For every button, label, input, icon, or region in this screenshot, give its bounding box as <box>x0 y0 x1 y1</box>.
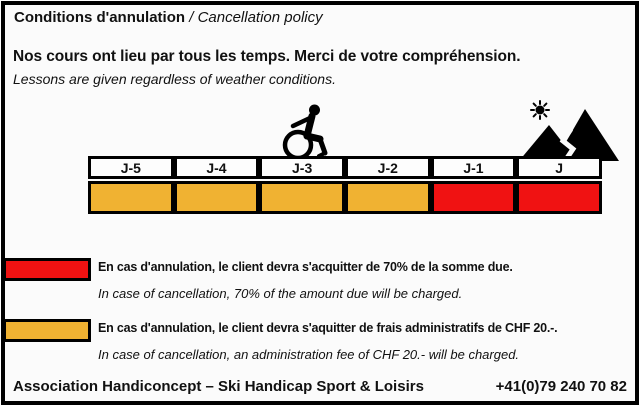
legend-red-text-english: In case of cancellation, 70% of the amou… <box>98 286 463 301</box>
footer-phone: +41(0)79 240 70 82 <box>495 378 627 395</box>
cancellation-timeline-table: J-5 J-4 J-3 J-2 J-1 J <box>88 154 602 216</box>
day-header-j3: J-3 <box>259 156 345 179</box>
day-cell-j <box>516 181 602 214</box>
day-cell-j2 <box>344 181 431 214</box>
wheelchair-icon <box>281 103 333 161</box>
day-cell-j4 <box>173 181 260 214</box>
day-header-j1: J-1 <box>430 156 517 179</box>
footer: Association Handiconcept – Ski Handicap … <box>9 378 631 395</box>
legend-swatch-orange <box>5 319 91 342</box>
page-title: Conditions d'annulation / Cancellation p… <box>14 9 323 26</box>
legend-swatch-red <box>5 258 91 281</box>
day-header-j5: J-5 <box>88 156 174 179</box>
title-french: Conditions d'annulation <box>14 9 186 26</box>
day-header-j4: J-4 <box>173 156 260 179</box>
title-english: Cancellation policy <box>197 9 323 26</box>
timeline-color-row <box>88 181 602 214</box>
day-cell-j3 <box>259 181 345 214</box>
mountains-sun-icon <box>519 99 619 161</box>
day-cell-j5 <box>88 181 174 214</box>
legend-orange-text-french: En cas d'annulation, le client devra s'a… <box>98 321 558 335</box>
legend-orange-text-english: In case of cancellation, an administrati… <box>98 347 520 362</box>
footer-organization: Association Handiconcept – Ski Handicap … <box>13 378 424 395</box>
intro-text-french: Nos cours ont lieu par tous les temps. M… <box>13 48 521 65</box>
day-header-j: J <box>516 156 602 179</box>
title-separator: / <box>185 9 198 26</box>
legend-red-text-french: En cas d'annulation, le client devra s'a… <box>98 260 513 274</box>
day-cell-j1 <box>430 181 517 214</box>
day-header-j2: J-2 <box>344 156 431 179</box>
intro-text-english: Lessons are given regardless of weather … <box>13 71 336 87</box>
timeline-header-row: J-5 J-4 J-3 J-2 J-1 J <box>88 156 602 179</box>
